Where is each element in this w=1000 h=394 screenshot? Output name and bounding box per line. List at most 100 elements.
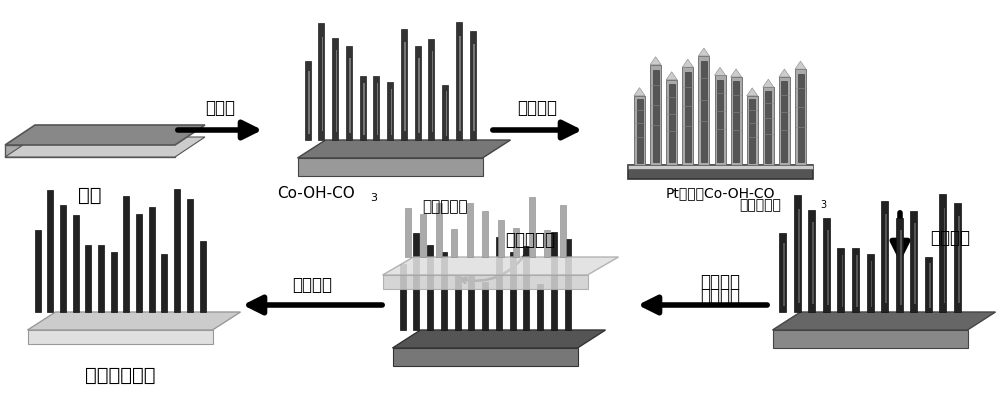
- Text: Co-OH-CO: Co-OH-CO: [277, 186, 355, 201]
- Bar: [404, 42, 406, 131]
- Bar: [332, 38, 338, 140]
- Polygon shape: [5, 125, 205, 145]
- Bar: [136, 214, 142, 312]
- Bar: [560, 204, 566, 257]
- Polygon shape: [714, 67, 726, 75]
- Bar: [34, 230, 40, 312]
- Bar: [187, 199, 193, 312]
- Polygon shape: [392, 330, 606, 348]
- Bar: [413, 233, 419, 330]
- Polygon shape: [795, 61, 806, 69]
- Bar: [779, 77, 790, 165]
- Bar: [428, 39, 434, 140]
- Bar: [765, 91, 771, 163]
- Bar: [910, 211, 917, 312]
- Text: 有序化膜电极: 有序化膜电极: [85, 366, 155, 385]
- Bar: [482, 211, 488, 257]
- Bar: [731, 77, 742, 165]
- Bar: [544, 230, 550, 257]
- Bar: [564, 239, 570, 330]
- Bar: [747, 96, 758, 165]
- Bar: [73, 215, 79, 312]
- Bar: [459, 36, 461, 130]
- Polygon shape: [5, 145, 175, 157]
- Bar: [513, 229, 519, 257]
- Bar: [60, 205, 66, 312]
- Bar: [852, 248, 859, 312]
- Bar: [432, 51, 433, 132]
- Bar: [682, 67, 693, 165]
- Bar: [415, 46, 420, 140]
- Bar: [781, 82, 787, 162]
- Bar: [436, 203, 442, 257]
- Text: 纳米棒阵列: 纳米棒阵列: [422, 199, 468, 214]
- Polygon shape: [731, 69, 742, 77]
- Bar: [866, 254, 874, 312]
- Bar: [468, 277, 474, 330]
- Bar: [954, 203, 961, 312]
- Polygon shape: [382, 257, 618, 275]
- Bar: [466, 203, 473, 257]
- Bar: [373, 76, 379, 140]
- Bar: [456, 22, 462, 140]
- Bar: [798, 209, 800, 303]
- Bar: [900, 230, 902, 305]
- Bar: [871, 261, 872, 307]
- Polygon shape: [779, 69, 790, 77]
- Bar: [823, 219, 830, 312]
- Bar: [885, 214, 887, 303]
- Bar: [914, 223, 916, 304]
- Bar: [637, 99, 642, 163]
- Bar: [944, 208, 945, 303]
- Polygon shape: [298, 140, 511, 158]
- Polygon shape: [28, 330, 212, 344]
- Text: 转印法制: 转印法制: [700, 273, 740, 291]
- Text: 基底: 基底: [78, 186, 102, 204]
- Bar: [304, 61, 310, 140]
- Bar: [498, 220, 504, 257]
- Bar: [795, 69, 806, 165]
- Polygon shape: [666, 72, 677, 80]
- Bar: [925, 256, 932, 312]
- Bar: [794, 195, 801, 312]
- Bar: [174, 189, 180, 312]
- Polygon shape: [682, 59, 693, 67]
- Bar: [377, 84, 378, 135]
- Bar: [454, 277, 460, 330]
- Bar: [783, 243, 785, 306]
- Bar: [881, 201, 888, 312]
- Bar: [666, 80, 677, 165]
- Text: 纳米棒阵列: 纳米棒阵列: [739, 198, 781, 212]
- Text: 备膜电极: 备膜电极: [700, 287, 740, 305]
- Bar: [628, 165, 812, 169]
- Bar: [47, 190, 53, 312]
- Polygon shape: [392, 348, 578, 366]
- Bar: [470, 31, 476, 140]
- Bar: [698, 56, 709, 165]
- Bar: [650, 65, 661, 165]
- Bar: [653, 70, 659, 162]
- Polygon shape: [634, 87, 645, 96]
- Bar: [451, 229, 457, 257]
- Text: 水热法: 水热法: [205, 99, 235, 117]
- Bar: [85, 245, 91, 312]
- Bar: [400, 264, 406, 330]
- Bar: [404, 208, 411, 257]
- Bar: [200, 241, 206, 312]
- Bar: [628, 165, 812, 179]
- Bar: [363, 84, 365, 135]
- Bar: [349, 58, 351, 132]
- Bar: [528, 197, 534, 257]
- Bar: [714, 75, 726, 165]
- Polygon shape: [772, 330, 968, 348]
- Bar: [418, 58, 420, 132]
- Bar: [98, 245, 104, 312]
- Bar: [446, 91, 447, 136]
- Polygon shape: [772, 312, 996, 330]
- Bar: [308, 71, 310, 134]
- Polygon shape: [747, 88, 758, 96]
- Bar: [161, 255, 167, 312]
- Bar: [733, 81, 739, 162]
- Bar: [496, 237, 502, 330]
- Text: 3: 3: [820, 200, 826, 210]
